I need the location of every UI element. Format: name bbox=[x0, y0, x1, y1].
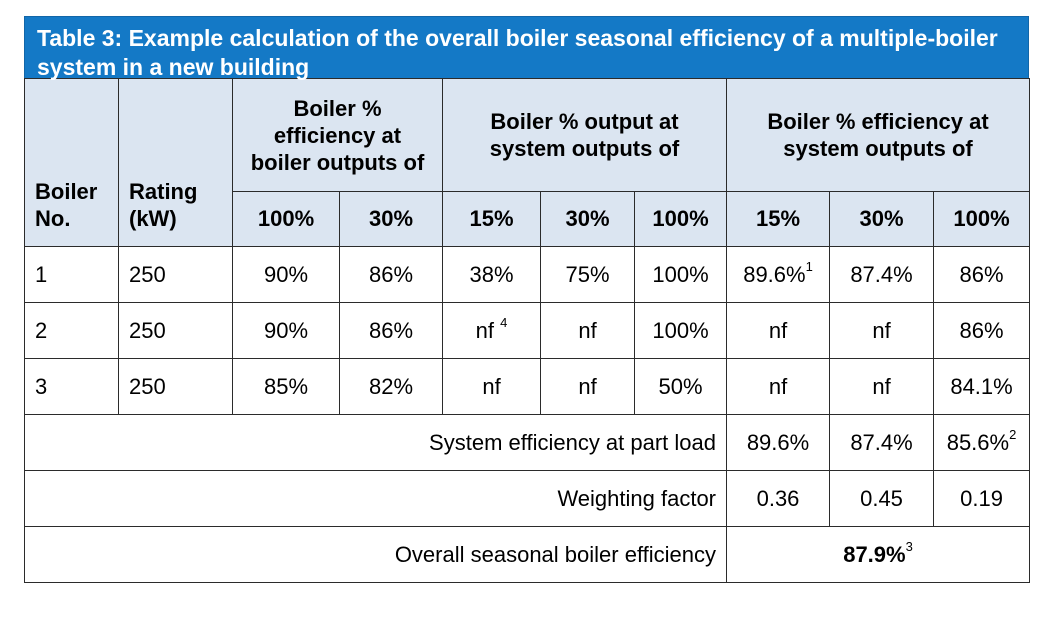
cell: 90% bbox=[232, 302, 340, 359]
cell: 87.4% bbox=[829, 414, 935, 471]
cell-value: 87.9% bbox=[843, 541, 906, 567]
cell: 0.45 bbox=[829, 470, 935, 527]
cell: 100% bbox=[634, 302, 728, 359]
cell-rating: 250 bbox=[118, 246, 233, 303]
cell: 84.1% bbox=[933, 358, 1031, 415]
system-efficiency-label: System efficiency at part load bbox=[23, 414, 728, 471]
header-group-efficiency-boiler: Boiler % efficiency at boiler outputs of bbox=[231, 78, 444, 192]
subheader: 30% bbox=[829, 191, 935, 247]
table-title: Table 3: Example calculation of the over… bbox=[24, 16, 1029, 80]
cell-rating: 250 bbox=[118, 358, 233, 415]
subheader: 100% bbox=[232, 191, 340, 247]
cell: nf bbox=[829, 358, 935, 415]
cell-boiler-no: 3 bbox=[24, 358, 119, 415]
cell: 100% bbox=[634, 246, 728, 303]
footnote-marker: 2 bbox=[1009, 427, 1017, 443]
subheader: 30% bbox=[540, 191, 636, 247]
subheader: 100% bbox=[933, 191, 1031, 247]
cell: 0.19 bbox=[933, 470, 1031, 527]
cell: 87.4% bbox=[829, 246, 935, 303]
cell: 38% bbox=[442, 246, 542, 303]
cell: nf bbox=[726, 358, 831, 415]
header-boiler-no: Boiler No. bbox=[24, 78, 119, 247]
cell-boiler-no: 2 bbox=[24, 302, 119, 359]
overall-efficiency-label: Overall seasonal boiler efficiency bbox=[23, 526, 728, 583]
cell: 85% bbox=[232, 358, 340, 415]
cell: nf bbox=[829, 302, 935, 359]
subheader: 30% bbox=[338, 191, 444, 247]
table-container: Table 3: Example calculation of the over… bbox=[23, 16, 1031, 583]
overall-efficiency-row: Overall seasonal boiler efficiency 87.9%… bbox=[23, 526, 1031, 583]
cell: 86% bbox=[933, 246, 1031, 303]
cell: nf bbox=[540, 302, 636, 359]
cell: 50% bbox=[634, 358, 728, 415]
subheader: 100% bbox=[634, 191, 728, 247]
cell-value: 85.6% bbox=[946, 429, 1010, 455]
header-row-sub: 100% 30% 15% 30% 100% 15% 30% 100% bbox=[25, 191, 1031, 247]
cell: 86% bbox=[933, 302, 1031, 359]
table-row: 1 250 90% 86% 38% 75% 100% 89.6%1 87.4% … bbox=[24, 246, 1031, 303]
cell: nf 4 bbox=[442, 302, 542, 359]
cell: 86% bbox=[338, 302, 444, 359]
cell: 90% bbox=[232, 246, 340, 303]
weighting-factor-label: Weighting factor bbox=[23, 470, 728, 527]
header-rating: Rating (kW) bbox=[118, 78, 233, 247]
footnote-marker: 3 bbox=[905, 539, 913, 555]
cell: 0.36 bbox=[726, 470, 831, 527]
header-row-group: Boiler No. Rating (kW) Boiler % efficien… bbox=[24, 78, 1031, 247]
footnote-marker: 4 bbox=[500, 315, 508, 331]
table-row: 2 250 90% 86% nf 4 nf 100% nf nf 86% bbox=[24, 302, 1031, 359]
subheader: 15% bbox=[726, 191, 831, 247]
cell: 85.6%2 bbox=[933, 414, 1031, 471]
cell: 89.6%1 bbox=[726, 246, 831, 303]
cell-value: nf bbox=[475, 317, 495, 343]
cell-value: 38% bbox=[469, 261, 514, 287]
cell: nf bbox=[726, 302, 831, 359]
table-row: 3 250 85% 82% nf nf 50% nf nf 84.1% bbox=[24, 358, 1031, 415]
header-group-output-system: Boiler % output at system outputs of bbox=[442, 78, 728, 192]
system-efficiency-row: System efficiency at part load 89.6% 87.… bbox=[23, 414, 1031, 471]
cell-rating: 250 bbox=[118, 302, 233, 359]
cell: 89.6% bbox=[726, 414, 831, 471]
cell: 86% bbox=[338, 246, 444, 303]
cell-boiler-no: 1 bbox=[24, 246, 119, 303]
cell: 75% bbox=[540, 246, 636, 303]
cell: 82% bbox=[338, 358, 444, 415]
header-group-efficiency-system: Boiler % efficiency at system outputs of bbox=[726, 78, 1031, 192]
weighting-factor-row: Weighting factor 0.36 0.45 0.19 bbox=[23, 470, 1031, 527]
efficiency-table: Boiler No. Rating (kW) Boiler % efficien… bbox=[23, 78, 1031, 583]
footnote-marker: 1 bbox=[805, 259, 813, 275]
cell: nf bbox=[442, 358, 542, 415]
subheader: 15% bbox=[442, 191, 542, 247]
overall-efficiency-value: 87.9%3 bbox=[726, 526, 1031, 583]
cell: nf bbox=[540, 358, 636, 415]
cell-value: 89.6% bbox=[743, 261, 806, 287]
